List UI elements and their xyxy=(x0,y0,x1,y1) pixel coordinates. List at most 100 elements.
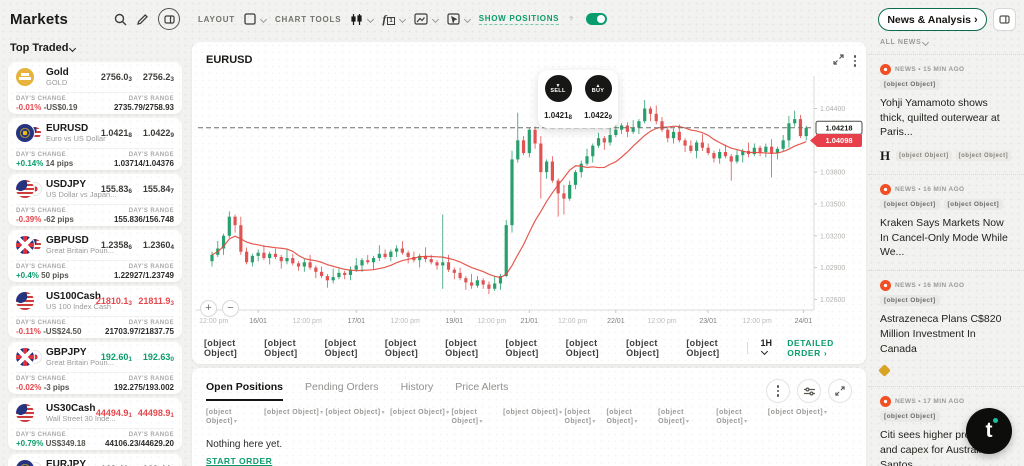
sell-price[interactable]: 1.04218 xyxy=(100,127,132,139)
column-header[interactable]: [object Object]▾ xyxy=(564,409,596,425)
timeframe-button[interactable]: [object Object] xyxy=(626,338,660,358)
column-header[interactable]: [object Object]▾ xyxy=(606,409,638,425)
market-card[interactable]: GBPJPY Great Britain Poun... 192.601 192… xyxy=(8,342,182,394)
day-range-label: DAY'S RANGE xyxy=(128,264,174,270)
column-header[interactable]: [object Object]▾ xyxy=(325,409,385,416)
market-card[interactable]: EURUSD Euro vs US Dollar 1.04218 1.04229… xyxy=(8,118,182,170)
news-category-chip[interactable]: [object Object] xyxy=(880,199,940,211)
ticker-chip[interactable]: [object Object] xyxy=(896,151,952,162)
chart-menu-icon[interactable] xyxy=(853,55,856,67)
zoom-in-button[interactable]: + xyxy=(200,300,217,317)
news-filter[interactable]: ALL NEWS xyxy=(868,37,1024,55)
buy-price[interactable]: 21811.93 xyxy=(138,295,174,307)
news-item[interactable]: NEWS • 16 MIN AGO [object Object] [object… xyxy=(868,175,1024,272)
page-title: Markets xyxy=(10,10,69,28)
column-header[interactable]: [object Object]▾ xyxy=(206,409,238,425)
panel-menu-icon[interactable] xyxy=(766,379,790,403)
market-card[interactable]: GBPUSD Great Britain Poun... 1.23586 1.2… xyxy=(8,230,182,282)
show-positions-toggle[interactable] xyxy=(585,13,607,25)
news-category-chip[interactable]: [object Object] xyxy=(943,199,1004,211)
news-item[interactable]: NEWS • 15 MIN AGO [object Object] Yohji … xyxy=(868,55,1024,176)
buy-price[interactable]: 44498.91 xyxy=(137,407,174,419)
day-range-value: 1.03714/1.04376 xyxy=(113,159,174,168)
timeframe-button[interactable]: [object Object] xyxy=(384,338,418,358)
timeframe-button[interactable]: [object Object] xyxy=(204,338,238,358)
column-header[interactable]: [object Object]▾ xyxy=(767,409,828,416)
market-card[interactable]: EURJPY Euro vs Japanese Y... 162.418 162… xyxy=(8,454,182,466)
news-category-chip[interactable]: [object Object] xyxy=(880,295,940,307)
pointer-tool-select[interactable] xyxy=(447,13,471,25)
timeframe-button[interactable]: [object Object] xyxy=(445,338,479,358)
zoom-out-button[interactable]: − xyxy=(222,300,239,317)
layout-select[interactable] xyxy=(244,13,267,25)
news-analysis-button[interactable]: News & Analysis › xyxy=(878,8,987,31)
chart-type-select[interactable] xyxy=(350,13,375,26)
buy-price[interactable]: 155.847 xyxy=(142,183,174,195)
instrument-flag xyxy=(16,459,42,466)
timeframe-button[interactable]: [object Object] xyxy=(264,338,298,358)
column-header[interactable]: [object Object]▾ xyxy=(658,409,690,425)
market-card[interactable]: US100Cash US 100 Index Cash 21810.13 218… xyxy=(8,286,182,338)
edit-watchlist-icon[interactable] xyxy=(136,13,149,26)
sell-price[interactable]: 2756.03 xyxy=(100,71,132,83)
buy-price[interactable]: 192.630 xyxy=(142,351,174,363)
day-range-value: 1.22927/1.23749 xyxy=(113,271,174,280)
column-header[interactable]: [object Object]▾ xyxy=(451,409,483,425)
timeframe-button[interactable]: [object Object] xyxy=(324,338,358,358)
day-range-label: DAY'S RANGE xyxy=(128,208,174,214)
buy-button[interactable]: ▲ BUY xyxy=(584,75,612,102)
sell-price[interactable]: 162.418 xyxy=(90,464,132,466)
column-header[interactable]: [object Object]▾ xyxy=(390,409,450,416)
sell-price[interactable]: 192.601 xyxy=(100,351,132,363)
timeframe-button[interactable]: [object Object] xyxy=(565,338,599,358)
column-header[interactable]: [object Object]▾ xyxy=(716,409,748,425)
snapshot-select[interactable] xyxy=(414,13,439,25)
market-card[interactable]: USDJPY US Dollar vs Japan... 155.836 155… xyxy=(8,174,182,226)
watchlist-view-toggle-icon[interactable] xyxy=(158,8,180,30)
watchlist-filter[interactable]: Top Traded xyxy=(8,38,182,62)
instrument-name: GOLD xyxy=(46,78,68,88)
news-title[interactable]: Yohji Yamamoto shows thick, quilted oute… xyxy=(880,97,1000,139)
positions-tab[interactable]: History xyxy=(400,381,434,393)
market-card[interactable]: Gold GOLD 2756.03 2756.23 DAY'S CHANGE -… xyxy=(8,62,182,114)
news-title[interactable]: Astrazeneca Plans C$820 Million Investme… xyxy=(880,313,1002,355)
buy-price[interactable]: 1.04229 xyxy=(142,127,174,139)
news-title[interactable]: Kraken Says Markets Now In Cancel-Only M… xyxy=(880,217,1008,259)
sell-price[interactable]: 155.836 xyxy=(100,183,132,195)
news-category-chip[interactable]: [object Object] xyxy=(880,79,940,90)
chat-widget-button[interactable]: t xyxy=(966,408,1012,454)
sell-price[interactable]: 21810.13 xyxy=(95,295,132,307)
svg-text:1.04098: 1.04098 xyxy=(825,136,852,145)
candlestick-chart[interactable]: 1.044001.041001.038001.035001.032001.029… xyxy=(192,68,866,334)
collapse-panel-icon[interactable] xyxy=(993,8,1016,31)
detailed-order-link[interactable]: DETAILED ORDER › xyxy=(787,338,834,358)
timeframe-button[interactable]: [object Object] xyxy=(505,338,539,358)
column-header[interactable]: [object Object]▾ xyxy=(264,409,324,416)
expand-chart-icon[interactable] xyxy=(832,52,844,70)
day-change-value: -62 pips xyxy=(43,215,74,224)
news-category-chip[interactable]: [object Object] xyxy=(880,411,940,423)
sell-price[interactable]: 1.23586 xyxy=(100,239,132,251)
start-order-link[interactable]: START ORDER xyxy=(206,455,273,466)
sell-price[interactable]: 44494.91 xyxy=(95,407,132,419)
ticker-chip[interactable]: [object Object] xyxy=(955,151,1012,162)
day-range-label: DAY'S RANGE xyxy=(128,320,174,326)
buy-price[interactable]: 2756.23 xyxy=(142,71,174,83)
search-icon[interactable] xyxy=(114,13,127,26)
interval-select[interactable]: 1H xyxy=(760,338,774,358)
timeframe-button[interactable]: [object Object] xyxy=(686,338,720,358)
sell-button[interactable]: ▼ SELL xyxy=(544,75,572,102)
news-item[interactable]: NEWS • 16 MIN AGO [object Object] Astraz… xyxy=(868,271,1024,388)
markets-sidebar: Top Traded Gold GOLD 2756.03 275 xyxy=(0,38,190,466)
show-positions-label[interactable]: SHOW POSITIONS xyxy=(478,13,560,25)
panel-expand-icon[interactable] xyxy=(828,379,852,403)
positions-tab[interactable]: Open Positions xyxy=(206,381,284,401)
buy-price[interactable]: 162.442 xyxy=(132,464,174,466)
market-card[interactable]: US30Cash Wall Street 30 Inde... 44494.91… xyxy=(8,398,182,450)
positions-tab[interactable]: Pending Orders xyxy=(305,381,379,393)
buy-price[interactable]: 1.23604 xyxy=(142,239,174,251)
panel-filter-icon[interactable] xyxy=(797,379,821,403)
positions-tab[interactable]: Price Alerts xyxy=(455,381,509,393)
column-header[interactable]: [object Object]▾ xyxy=(503,409,563,416)
